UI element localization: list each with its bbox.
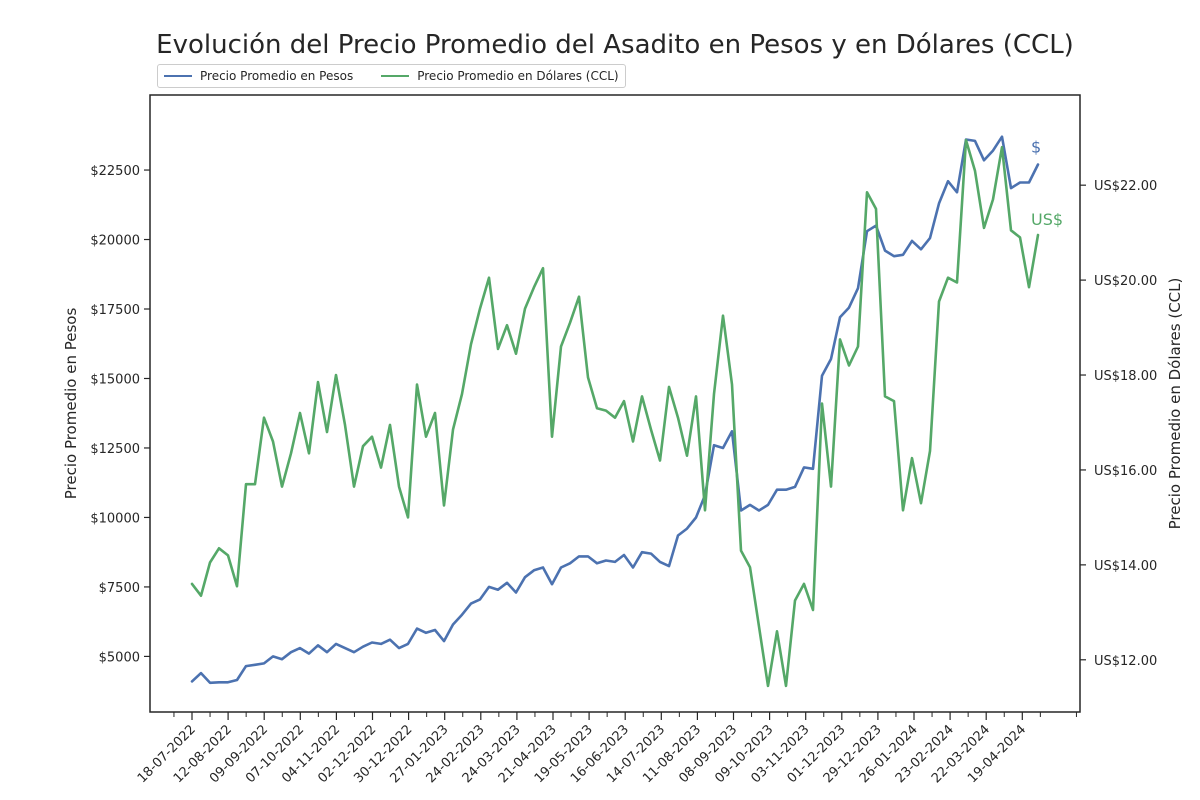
legend-label-dolares: Precio Promedio en Dólares (CCL) (417, 69, 619, 83)
y-axis-right-label: Precio Promedio en Dólares (CCL) (1166, 278, 1184, 530)
y-right-tick-label: US$20.00 (1094, 274, 1157, 289)
y-left-tick-label: $17500 (90, 303, 140, 318)
y-right-tick-label: US$16.00 (1094, 464, 1157, 479)
axes-group: $5000 $7500 $10000 $12500 $15000 $17500 $20000… (90, 164, 1157, 786)
y-left-tick-label: $22500 (90, 164, 140, 179)
legend: Precio Promedio en Pesos Precio Promedio… (157, 64, 626, 88)
y-right-tick-label: US$14.00 (1094, 559, 1157, 574)
y-left-tick-label: $20000 (90, 234, 140, 249)
series-end-label-dolares: US$ (1031, 210, 1063, 229)
y-left-tick-label: $5000 (99, 650, 140, 665)
chart-title: Evolución del Precio Promedio del Asadit… (156, 30, 1074, 60)
series-line-dolares (190, 138, 1040, 688)
legend-swatch-pesos (164, 75, 192, 77)
y-right-tick-label: US$22.00 (1094, 179, 1157, 194)
y-right-tick-label: US$12.00 (1094, 654, 1157, 669)
legend-item-dolares: Precio Promedio en Dólares (CCL) (381, 69, 619, 83)
y-right-tick-label: US$18.00 (1094, 369, 1157, 384)
y-left-tick-label: $12500 (90, 442, 140, 457)
series-lines (190, 135, 1040, 688)
y-axis-left-label: Precio Promedio en Pesos (62, 308, 80, 500)
y-left-tick-label: $15000 (90, 372, 140, 387)
y-left-tick-label: $10000 (90, 511, 140, 526)
plot-frame (149, 94, 1081, 713)
legend-item-pesos: Precio Promedio en Pesos (164, 69, 353, 83)
series-line-pesos (190, 135, 1040, 685)
legend-swatch-dolares (381, 75, 410, 77)
legend-label-pesos: Precio Promedio en Pesos (200, 69, 354, 83)
series-end-label-pesos: $ (1031, 137, 1041, 156)
y-left-tick-label: $7500 (99, 581, 140, 596)
